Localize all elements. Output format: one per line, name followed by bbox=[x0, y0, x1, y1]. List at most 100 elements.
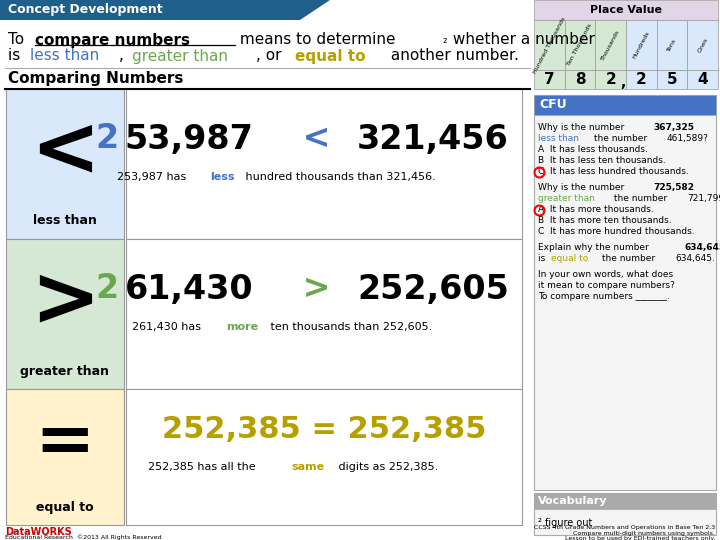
Text: 253,987 has: 253,987 has bbox=[117, 172, 189, 182]
Bar bbox=[534, 493, 716, 535]
Text: ² figure out: ² figure out bbox=[538, 518, 593, 528]
Text: equal to: equal to bbox=[295, 49, 366, 64]
Text: the number: the number bbox=[599, 254, 658, 263]
Text: <: < bbox=[291, 123, 342, 156]
Bar bbox=[534, 95, 716, 490]
Bar bbox=[126, 239, 522, 389]
Text: CCSS 4th Grade Numbers and Operations in Base Ten 2.3
Compare multi-digit number: CCSS 4th Grade Numbers and Operations in… bbox=[534, 525, 715, 540]
Bar bbox=[0, 0, 300, 20]
Text: Hundred Thousands: Hundred Thousands bbox=[532, 16, 567, 74]
Text: B  It has more ten thousands.: B It has more ten thousands. bbox=[538, 216, 672, 225]
Text: Explain why the number: Explain why the number bbox=[538, 243, 652, 252]
Text: 5: 5 bbox=[667, 72, 678, 87]
Bar bbox=[534, 0, 718, 20]
Text: 321,456: 321,456 bbox=[357, 123, 509, 156]
Bar bbox=[564, 70, 595, 89]
Text: 261,430 has: 261,430 has bbox=[132, 322, 204, 332]
Text: equal to: equal to bbox=[36, 501, 94, 514]
Text: Vocabulary: Vocabulary bbox=[538, 496, 608, 506]
Bar bbox=[534, 20, 564, 70]
Text: Tens: Tens bbox=[667, 38, 678, 52]
Polygon shape bbox=[300, 0, 330, 20]
Text: 2: 2 bbox=[95, 273, 118, 306]
Text: Concept Development: Concept Development bbox=[8, 3, 163, 17]
Text: same: same bbox=[292, 462, 325, 472]
Text: another number.: another number. bbox=[386, 49, 519, 64]
Text: 367,325: 367,325 bbox=[653, 123, 694, 132]
Text: equal to: equal to bbox=[551, 254, 588, 263]
Bar bbox=[626, 20, 657, 70]
Text: 721,799?: 721,799? bbox=[688, 194, 720, 203]
Bar bbox=[688, 20, 718, 70]
Bar bbox=[626, 70, 657, 89]
Text: greater than: greater than bbox=[20, 364, 109, 377]
Text: Ones: Ones bbox=[697, 37, 708, 53]
Text: 252,385 = 252,385: 252,385 = 252,385 bbox=[162, 415, 486, 444]
Text: 725,582: 725,582 bbox=[653, 183, 694, 192]
Text: more: more bbox=[226, 322, 258, 332]
Text: A  It has less thousands.: A It has less thousands. bbox=[538, 145, 648, 154]
Text: digits as 252,385.: digits as 252,385. bbox=[335, 462, 438, 472]
Bar bbox=[595, 20, 626, 70]
Text: , or: , or bbox=[256, 49, 287, 64]
Text: less than: less than bbox=[538, 134, 579, 143]
Bar bbox=[6, 89, 124, 239]
Bar bbox=[126, 389, 522, 525]
Bar bbox=[534, 70, 564, 89]
Text: compare numbers: compare numbers bbox=[35, 32, 190, 48]
Text: B  It has less ten thousands.: B It has less ten thousands. bbox=[538, 156, 666, 165]
Text: whether a number: whether a number bbox=[448, 32, 595, 48]
Text: less than: less than bbox=[33, 214, 97, 227]
Bar bbox=[6, 389, 124, 525]
Text: >: > bbox=[291, 273, 342, 306]
Text: is: is bbox=[538, 254, 548, 263]
Bar bbox=[6, 239, 124, 389]
Text: Educational Research  ©2013 All Rights Reserved: Educational Research ©2013 All Rights Re… bbox=[5, 534, 161, 540]
Text: hundred thousands than 321,456.: hundred thousands than 321,456. bbox=[242, 172, 436, 182]
Text: 634,645.: 634,645. bbox=[675, 254, 715, 263]
Text: <: < bbox=[30, 111, 100, 192]
Text: 53,987: 53,987 bbox=[125, 123, 253, 156]
Text: 252,605: 252,605 bbox=[357, 273, 509, 306]
Text: C  It has more hundred thousands.: C It has more hundred thousands. bbox=[538, 227, 695, 236]
Text: 8: 8 bbox=[575, 72, 585, 87]
Text: 2: 2 bbox=[636, 72, 647, 87]
Text: is: is bbox=[8, 49, 25, 64]
Text: In your own words, what does: In your own words, what does bbox=[538, 270, 673, 279]
Text: 2: 2 bbox=[606, 72, 616, 87]
Text: =: = bbox=[35, 408, 95, 477]
Text: the number: the number bbox=[591, 134, 650, 143]
Text: ,: , bbox=[120, 49, 129, 64]
Text: less: less bbox=[210, 172, 235, 182]
Text: Place Value: Place Value bbox=[590, 5, 662, 15]
Text: Thousands: Thousands bbox=[600, 29, 621, 61]
Text: A  It has more thousands.: A It has more thousands. bbox=[538, 205, 654, 214]
Text: it mean to compare numbers?: it mean to compare numbers? bbox=[538, 281, 675, 290]
Text: 61,430: 61,430 bbox=[125, 273, 253, 306]
Text: Ten Thousands: Ten Thousands bbox=[567, 23, 593, 67]
Text: greater than: greater than bbox=[538, 194, 595, 203]
Text: >: > bbox=[30, 260, 100, 341]
Text: ten thousands than 252,605.: ten thousands than 252,605. bbox=[267, 322, 433, 332]
Bar bbox=[126, 89, 522, 239]
Text: means to determine: means to determine bbox=[235, 32, 395, 48]
Bar bbox=[657, 20, 688, 70]
Bar bbox=[564, 20, 595, 70]
Text: To compare numbers _______.: To compare numbers _______. bbox=[538, 292, 670, 301]
Text: Why is the number: Why is the number bbox=[538, 183, 627, 192]
Text: DataWORKS: DataWORKS bbox=[5, 527, 72, 537]
Text: greater than: greater than bbox=[132, 49, 228, 64]
Text: 7: 7 bbox=[544, 72, 554, 87]
Text: 461,589?: 461,589? bbox=[667, 134, 709, 143]
Text: Hundreds: Hundreds bbox=[632, 30, 651, 59]
Bar bbox=[534, 95, 716, 115]
Text: To: To bbox=[8, 32, 29, 48]
Text: 634,645: 634,645 bbox=[685, 243, 720, 252]
Text: ,: , bbox=[621, 76, 626, 90]
Text: C  It has less hundred thousands.: C It has less hundred thousands. bbox=[538, 167, 689, 176]
Bar bbox=[688, 70, 718, 89]
Text: the number: the number bbox=[611, 194, 670, 203]
Bar bbox=[595, 70, 626, 89]
Text: 4: 4 bbox=[698, 72, 708, 87]
Text: Comparing Numbers: Comparing Numbers bbox=[8, 71, 184, 85]
